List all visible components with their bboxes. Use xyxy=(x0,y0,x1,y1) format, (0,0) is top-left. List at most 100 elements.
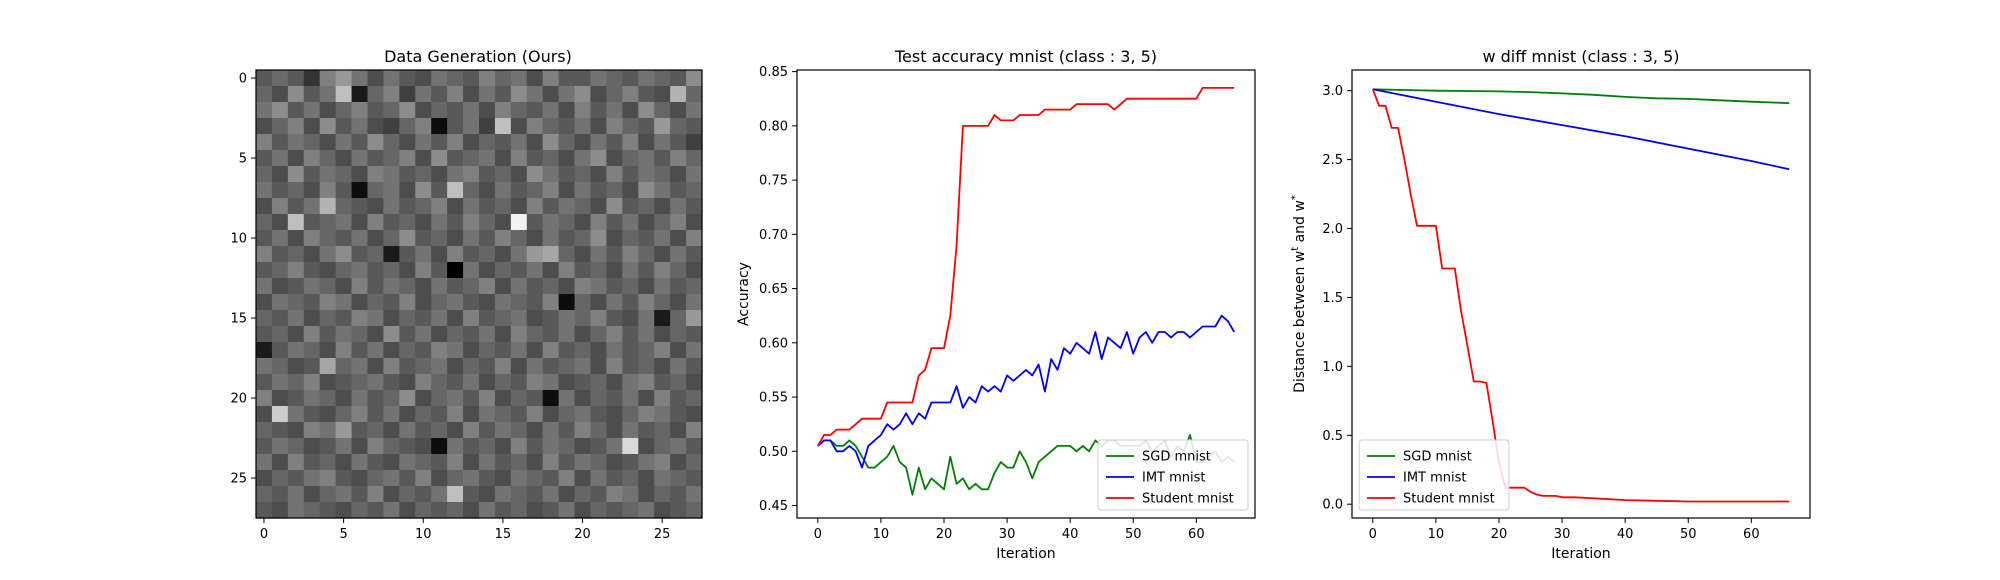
heatmap-cell xyxy=(415,102,432,119)
heatmap-cell xyxy=(383,102,400,119)
heatmap-cell xyxy=(367,358,385,375)
heatmap-cell xyxy=(367,246,385,263)
heatmap-cell xyxy=(256,246,273,263)
heatmap-cell xyxy=(558,246,576,263)
heatmap-cell xyxy=(303,70,321,87)
heatmap-cell xyxy=(287,502,305,519)
heatmap-cell xyxy=(542,278,560,295)
heatmap-cell xyxy=(367,486,385,503)
heatmap-cell xyxy=(431,438,448,455)
heatmap-cell xyxy=(319,326,337,343)
heatmap-cell xyxy=(463,102,480,119)
heatmap-cell xyxy=(463,150,480,167)
heatmap-cell xyxy=(558,198,576,215)
xtick-label: 0 xyxy=(1369,527,1377,542)
heatmap-cell xyxy=(351,134,369,151)
heatmap-cell xyxy=(256,390,273,407)
heatmap-cell xyxy=(335,150,353,167)
heatmap-cell xyxy=(319,182,337,199)
heatmap-cell xyxy=(510,486,528,503)
heatmap-cell xyxy=(351,470,369,487)
heatmap-cell xyxy=(271,150,289,167)
heatmap-cell xyxy=(271,422,289,439)
heatmap-cell xyxy=(670,470,687,487)
heatmap-cell xyxy=(606,134,623,151)
heatmap-cell xyxy=(526,278,544,295)
heatmap-cell xyxy=(399,86,416,103)
heatmap-cell xyxy=(526,358,544,375)
heatmap-cell xyxy=(510,278,528,295)
heatmap-cell xyxy=(287,214,305,231)
heatmap-cell xyxy=(590,278,608,295)
heatmap-cell xyxy=(606,358,623,375)
heatmap-cell xyxy=(526,486,544,503)
heatmap-cell xyxy=(670,406,687,423)
heatmap-cell xyxy=(590,390,608,407)
heatmap-ytick-label: 15 xyxy=(230,312,247,327)
heatmap-cell xyxy=(590,246,608,263)
heatmap-cell xyxy=(287,486,305,503)
heatmap-cell xyxy=(606,438,623,455)
heatmap-cell xyxy=(383,166,400,183)
heatmap-cell xyxy=(479,150,496,167)
heatmap-xtick-label: 10 xyxy=(415,527,432,542)
heatmap-cell xyxy=(447,422,464,439)
heatmap-cell xyxy=(510,374,528,391)
heatmap-cell xyxy=(542,262,560,279)
heatmap-cell xyxy=(415,150,432,167)
wdiff-ylabel: Distance between wt and w* xyxy=(1290,195,1308,393)
heatmap-cell xyxy=(335,374,353,391)
heatmap-cell xyxy=(638,102,655,119)
heatmap-cell xyxy=(319,294,337,311)
heatmap-cell xyxy=(590,182,608,199)
heatmap-cell xyxy=(494,438,512,455)
heatmap-cell xyxy=(383,182,400,199)
heatmap-cell xyxy=(510,198,528,215)
heatmap-cell xyxy=(399,278,416,295)
heatmap-cell xyxy=(431,214,448,231)
heatmap-cell xyxy=(351,246,369,263)
heatmap-cell xyxy=(558,438,576,455)
heatmap-cell xyxy=(415,422,432,439)
heatmap-cell xyxy=(271,102,289,119)
heatmap-cell xyxy=(303,358,321,375)
series-line-imt-mnist xyxy=(817,314,1235,469)
heatmap-cell xyxy=(590,358,608,375)
heatmap-cell xyxy=(383,294,400,311)
heatmap-cell xyxy=(271,486,289,503)
heatmap-cell xyxy=(335,182,353,199)
heatmap-cell xyxy=(558,422,576,439)
heatmap-cell xyxy=(638,230,655,247)
heatmap-cell xyxy=(494,86,512,103)
heatmap-cell xyxy=(654,470,671,487)
heatmap-cell xyxy=(654,422,671,439)
heatmap-cell xyxy=(447,214,464,231)
heatmap-cell xyxy=(351,422,369,439)
heatmap-cell xyxy=(367,230,385,247)
heatmap-cell xyxy=(256,486,273,503)
heatmap-cell xyxy=(542,438,560,455)
heatmap-cell xyxy=(367,278,385,295)
heatmap-cell xyxy=(686,70,703,87)
heatmap-cell xyxy=(670,438,687,455)
heatmap-cell xyxy=(367,294,385,311)
heatmap-cell xyxy=(622,118,639,135)
heatmap-cell xyxy=(622,278,639,295)
heatmap-cell xyxy=(415,342,432,359)
xtick-label: 60 xyxy=(1188,527,1205,542)
heatmap-cell xyxy=(463,246,480,263)
heatmap-ytick-label: 5 xyxy=(239,152,247,167)
heatmap-cell xyxy=(383,214,400,231)
heatmap-cell xyxy=(415,486,432,503)
heatmap-cell xyxy=(638,214,655,231)
heatmap-cell xyxy=(479,214,496,231)
heatmap-cell xyxy=(271,358,289,375)
heatmap-cell xyxy=(287,438,305,455)
heatmap-cell xyxy=(686,182,703,199)
xtick-label: 40 xyxy=(1062,527,1079,542)
heatmap-cell xyxy=(319,470,337,487)
heatmap-cell xyxy=(271,502,289,519)
heatmap-cell xyxy=(335,406,353,423)
heatmap-cell xyxy=(542,502,560,519)
heatmap-cell xyxy=(319,422,337,439)
